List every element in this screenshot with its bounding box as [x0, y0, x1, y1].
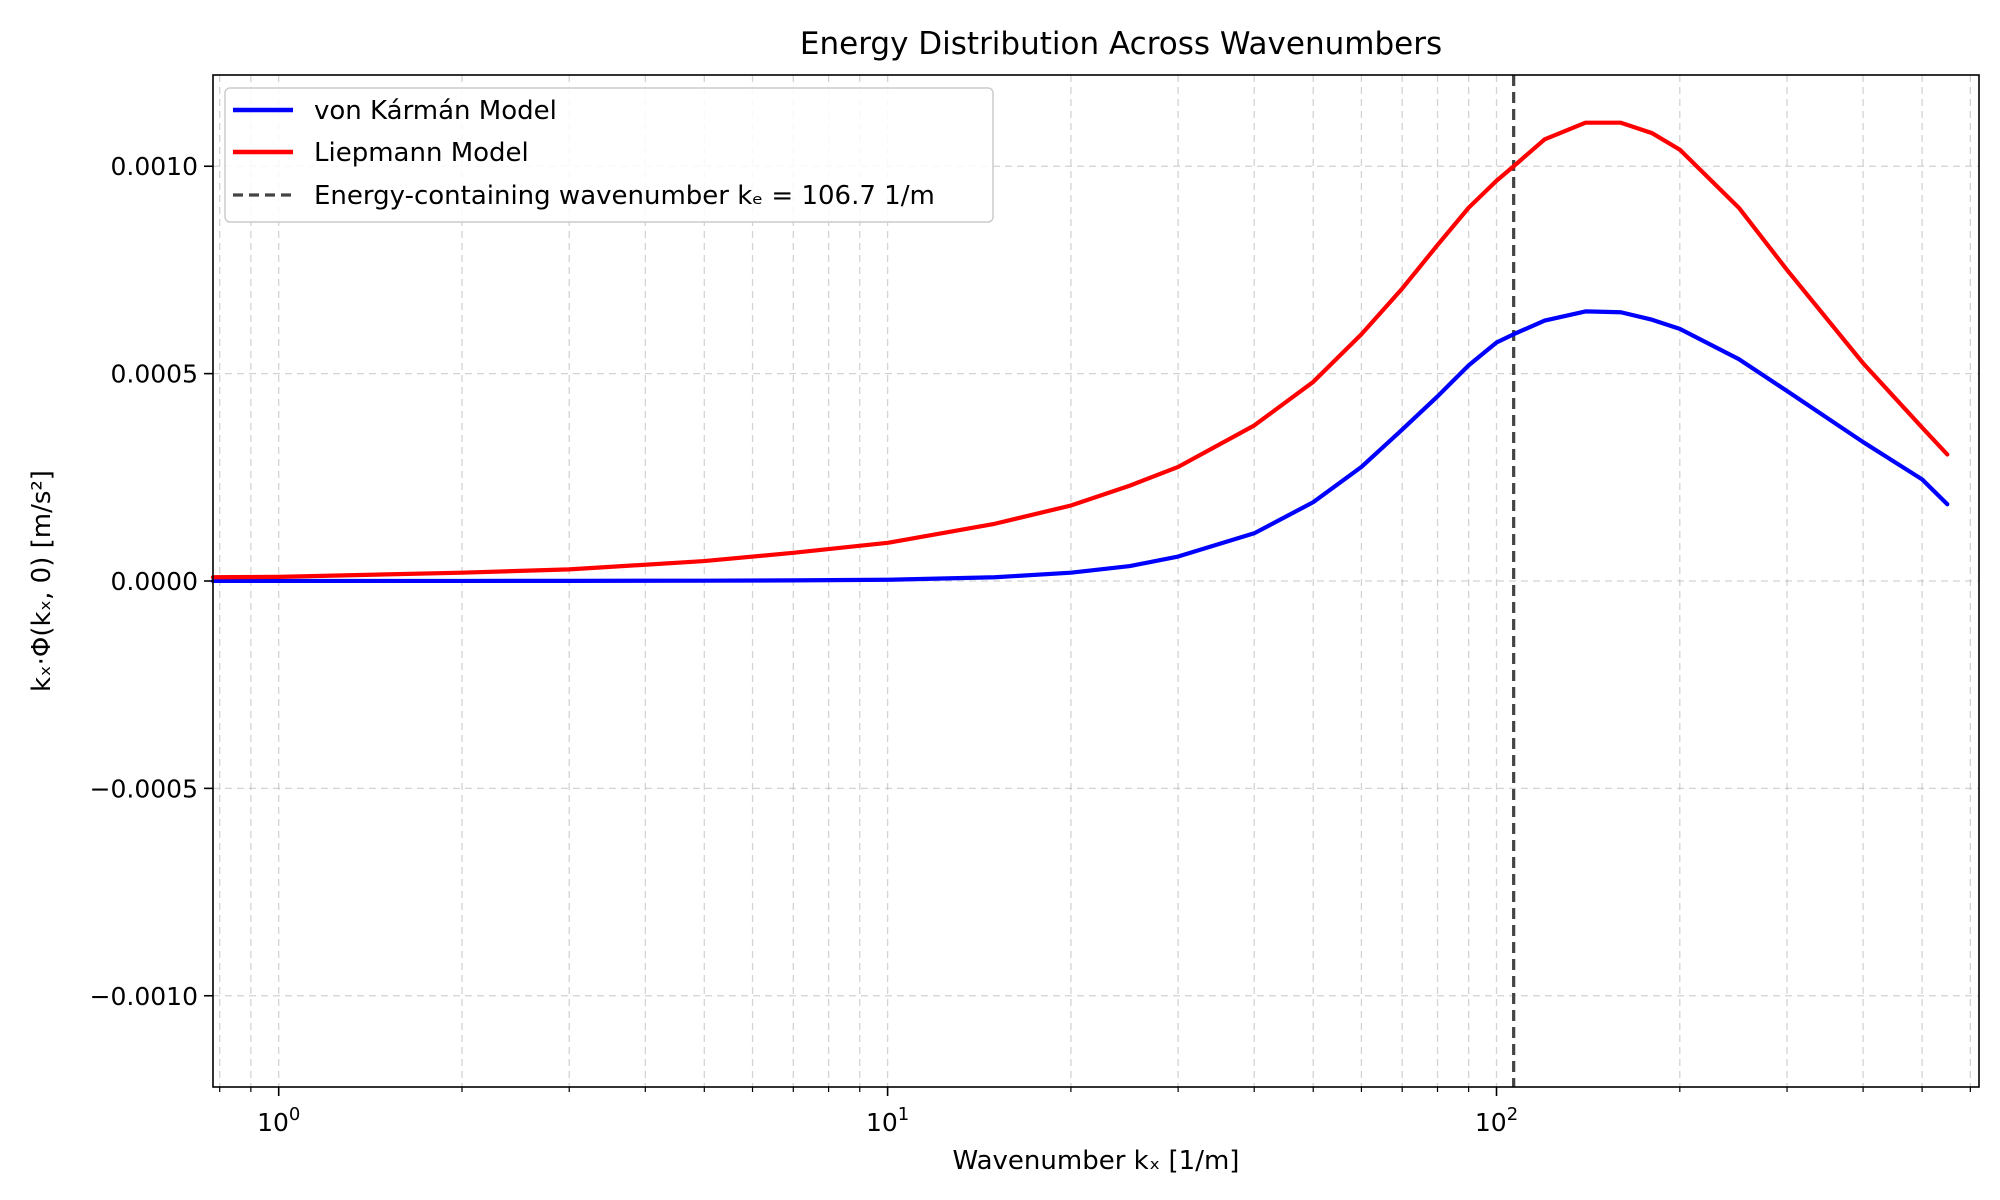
x-tick-label: 100: [257, 1104, 300, 1137]
x-tick-label: 102: [1475, 1104, 1518, 1137]
series-line-von-karman: [210, 309, 1950, 584]
series-group: [210, 120, 1950, 584]
chart-title: Energy Distribution Across Wavenumbers: [800, 26, 1442, 62]
y-tick-label: −0.0005: [90, 774, 198, 803]
series-line-liepmann: [210, 120, 1950, 580]
axis-ticks: [204, 165, 1971, 1096]
legend-label-energy-wavenumber: Energy-containing wavenumber kₑ = 106.7 …: [314, 181, 935, 211]
legend: von Kármán Model Liepmann Model Energy-c…: [224, 87, 994, 223]
y-tick-label: 0.0010: [111, 152, 198, 181]
legend-label-liepmann: Liepmann Model: [314, 138, 529, 168]
y-tick-label: 0.0005: [111, 360, 198, 389]
y-tick-label: −0.0010: [90, 982, 198, 1011]
legend-label-von-karman: von Kármán Model: [314, 96, 557, 126]
x-axis-label: Wavenumber kₓ [1/m]: [953, 1146, 1240, 1176]
y-tick-label: 0.0000: [111, 567, 198, 596]
tick-labels: 100 101 102 0.0010 0.0005 0.0000 −0.0005 −0.001…: [90, 152, 1519, 1137]
legend-frame: [224, 87, 994, 223]
x-tick-label: 101: [866, 1104, 909, 1137]
y-axis-label: kₓ·Φ(kₓ, 0) [m/s²]: [27, 470, 57, 692]
